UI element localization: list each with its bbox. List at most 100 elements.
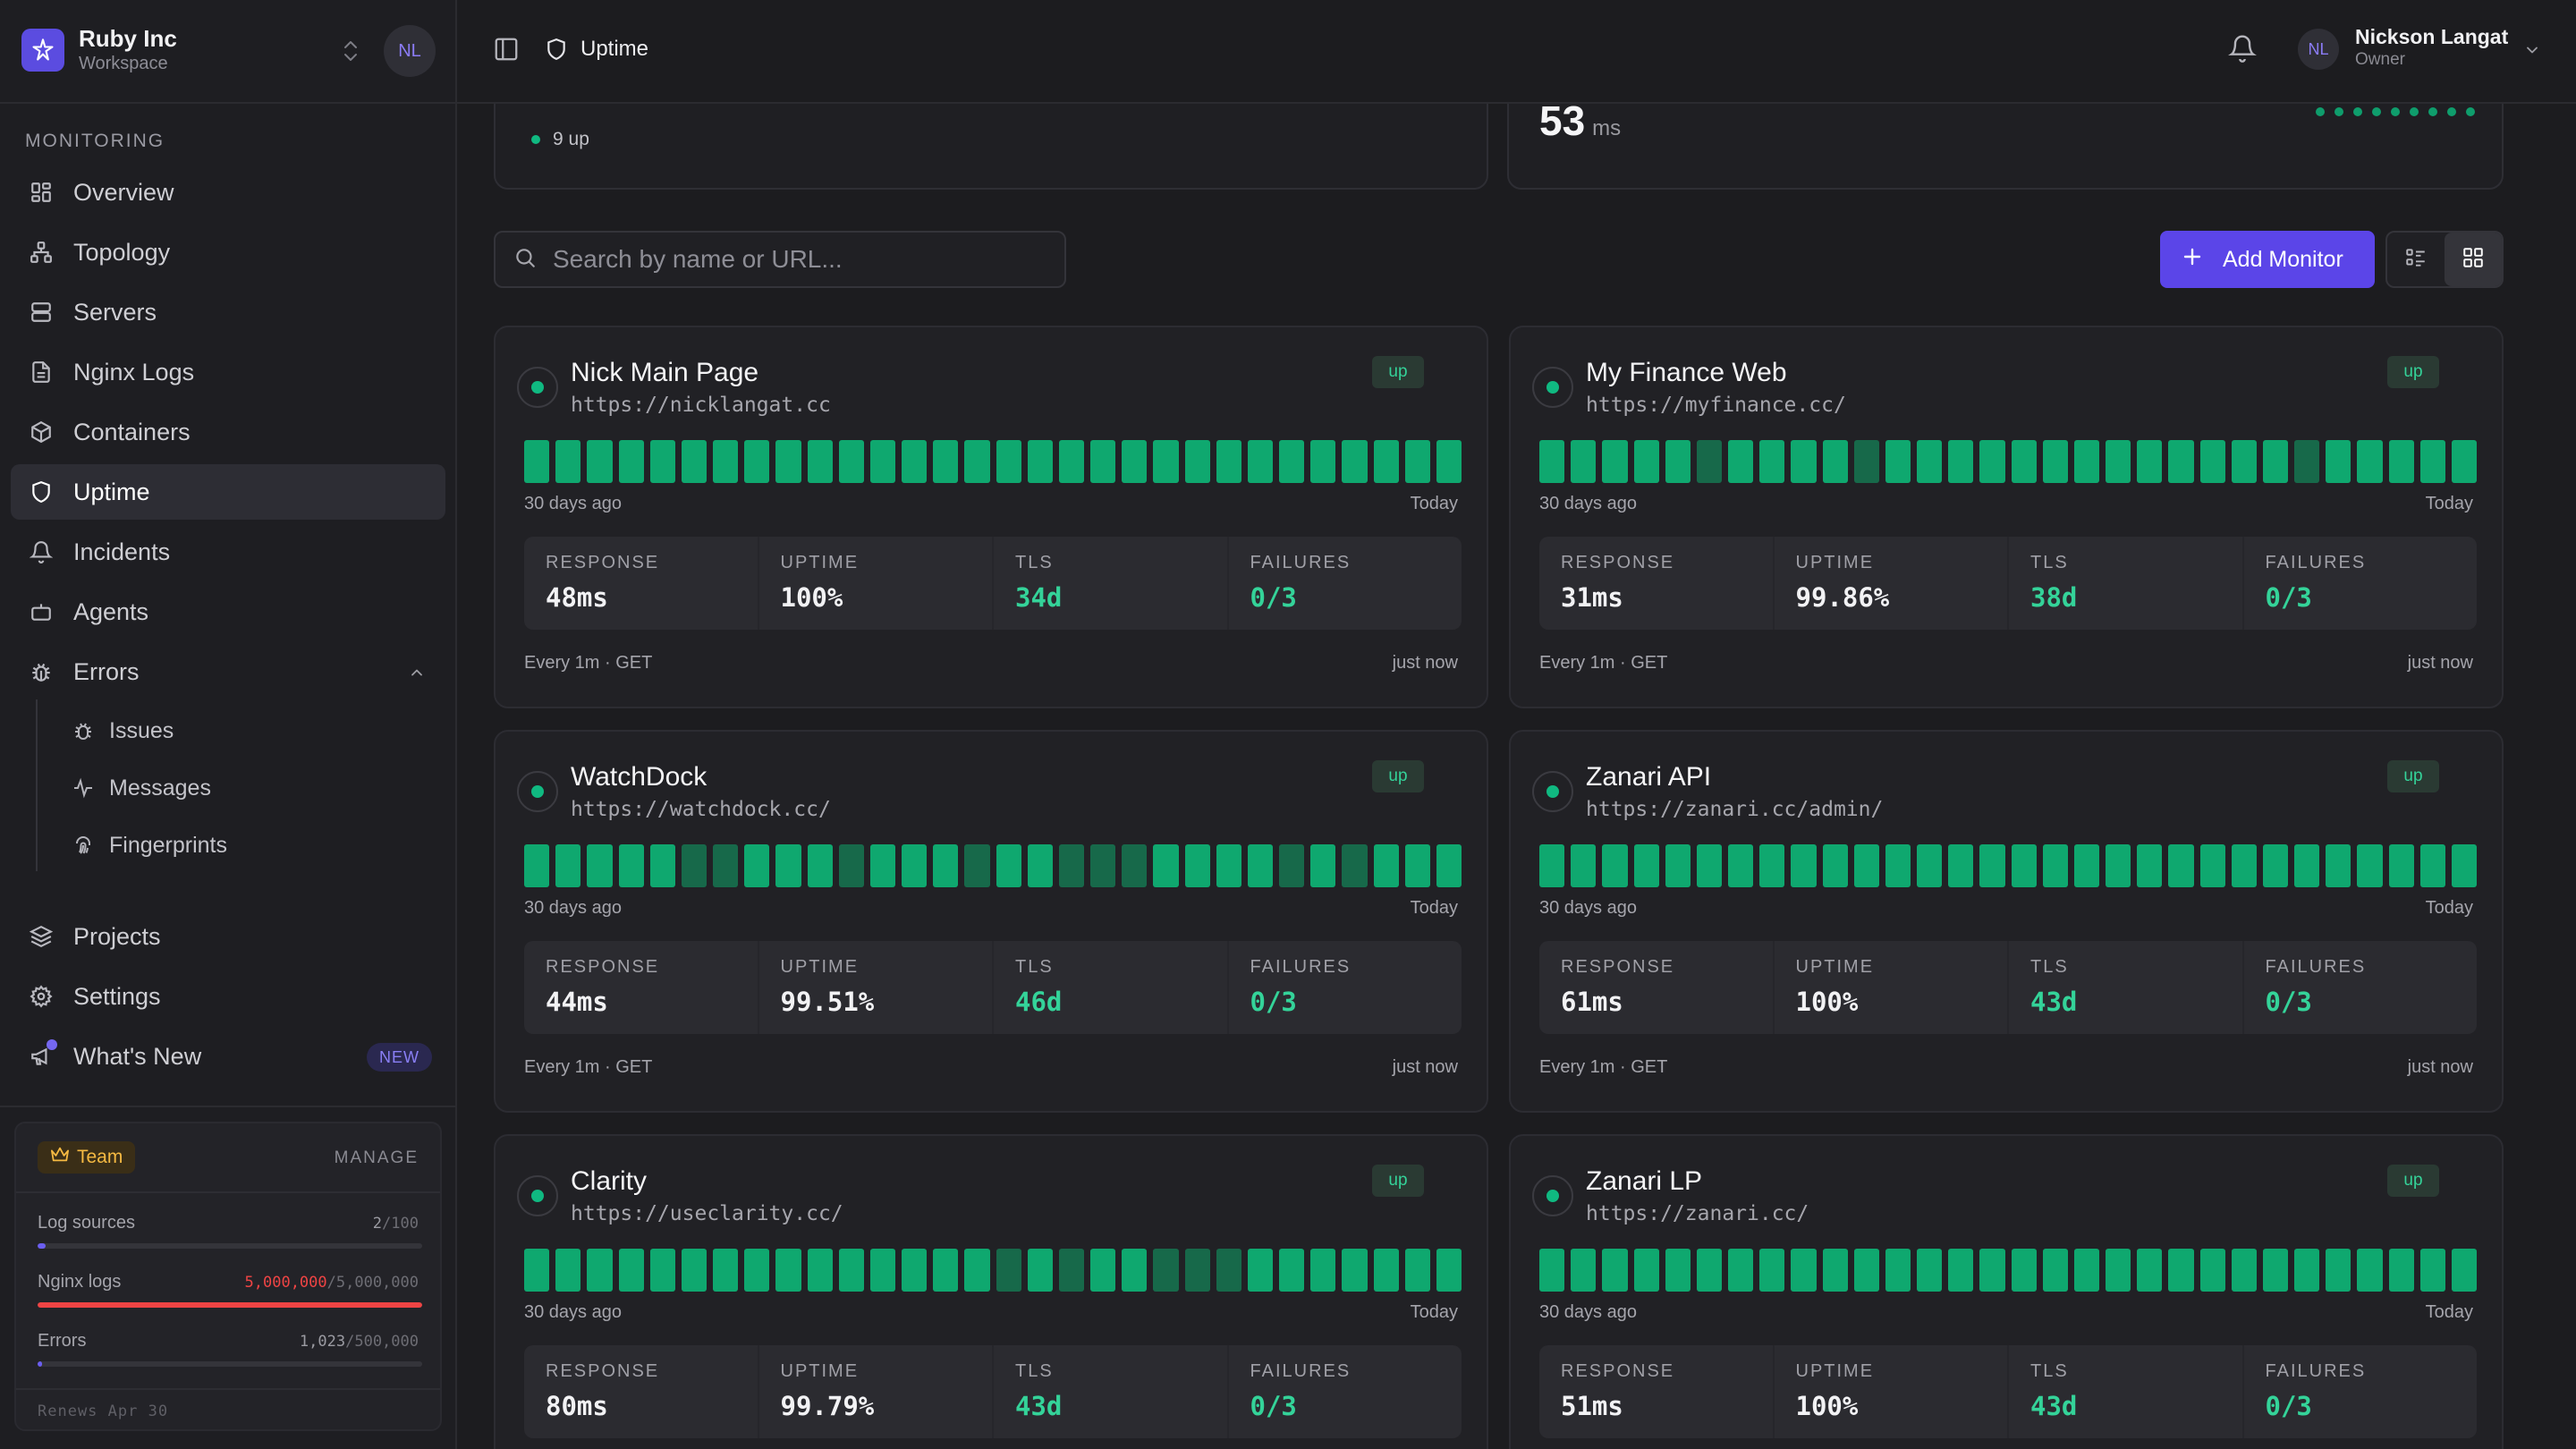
uptime-day-bar[interactable] [1917,440,1943,483]
uptime-day-bar[interactable] [2357,440,2383,483]
uptime-day-bar[interactable] [681,1249,708,1292]
sidebar-item-topology[interactable]: Topology [11,225,445,280]
uptime-day-bar[interactable] [1090,1249,1116,1292]
uptime-day-bar[interactable] [587,1249,613,1292]
uptime-day-bar[interactable] [1979,844,2005,887]
chevrons-up-down-icon[interactable] [340,38,361,64]
grid-view-button[interactable] [2445,233,2502,286]
uptime-day-bar[interactable] [2199,1249,2225,1292]
uptime-day-bar[interactable] [1539,1249,1565,1292]
uptime-day-bar[interactable] [2168,1249,2194,1292]
sidebar-item-settings[interactable]: Settings [11,969,445,1024]
monitor-name[interactable]: My Finance Web [1586,358,1787,387]
uptime-day-bar[interactable] [1728,1249,1754,1292]
uptime-day-bar[interactable] [1216,440,1241,483]
uptime-day-bar[interactable] [1122,844,1148,887]
uptime-day-bar[interactable] [555,440,581,483]
uptime-day-bar[interactable] [1696,1249,1723,1292]
uptime-day-bar[interactable] [2262,1249,2289,1292]
uptime-day-bar[interactable] [1184,440,1210,483]
uptime-day-bar[interactable] [1310,844,1336,887]
uptime-day-bar[interactable] [1279,440,1305,483]
sidebar-subitem-fingerprints[interactable]: Fingerprints [72,823,227,868]
uptime-day-bar[interactable] [2106,844,2131,887]
monitor-card[interactable]: Nick Main Page https://nicklangat.cc up … [494,326,1488,708]
uptime-day-bar[interactable] [1791,440,1817,483]
uptime-day-bar[interactable] [2388,844,2414,887]
add-monitor-button[interactable]: Add Monitor [2160,231,2375,288]
uptime-day-bar[interactable] [902,1249,928,1292]
uptime-day-bar[interactable] [1247,1249,1274,1292]
uptime-day-bar[interactable] [713,844,739,887]
uptime-day-bar[interactable] [2451,1249,2478,1292]
uptime-day-bar[interactable] [1153,1249,1179,1292]
uptime-day-bar[interactable] [587,440,613,483]
uptime-day-bar[interactable] [524,1249,550,1292]
uptime-day-bar[interactable] [1310,1249,1336,1292]
uptime-day-bar[interactable] [2451,844,2478,887]
monitor-name[interactable]: Clarity [571,1166,648,1196]
uptime-day-bar[interactable] [2042,440,2068,483]
uptime-day-bar[interactable] [902,844,928,887]
uptime-day-bar[interactable] [1759,844,1785,887]
manage-link[interactable]: MANAGE [334,1148,419,1167]
uptime-day-bar[interactable] [2137,440,2163,483]
uptime-day-bar[interactable] [1853,844,1879,887]
uptime-day-bar[interactable] [2294,440,2320,483]
uptime-day-bar[interactable] [902,440,928,483]
uptime-day-bar[interactable] [1759,1249,1785,1292]
uptime-day-bar[interactable] [2388,440,2414,483]
uptime-day-bar[interactable] [2231,1249,2257,1292]
uptime-day-bar[interactable] [1373,440,1399,483]
sidebar-item-overview[interactable]: Overview [11,165,445,220]
uptime-day-bar[interactable] [2168,440,2194,483]
uptime-day-bar[interactable] [1090,844,1116,887]
chevron-up-icon[interactable] [408,664,426,686]
uptime-day-bar[interactable] [1885,1249,1911,1292]
uptime-day-bar[interactable] [1373,844,1399,887]
uptime-day-bar[interactable] [838,440,864,483]
avatar[interactable]: NL [2298,29,2339,70]
uptime-day-bar[interactable] [2168,844,2194,887]
uptime-day-bar[interactable] [1342,1249,1368,1292]
uptime-day-bar[interactable] [2137,844,2163,887]
uptime-day-bar[interactable] [2262,440,2289,483]
uptime-day-bar[interactable] [1602,440,1628,483]
uptime-day-bar[interactable] [744,1249,770,1292]
uptime-day-bar[interactable] [1791,844,1817,887]
uptime-day-bar[interactable] [1373,1249,1399,1292]
uptime-day-bar[interactable] [838,1249,864,1292]
uptime-day-bar[interactable] [1027,844,1053,887]
sidebar-item-incidents[interactable]: Incidents [11,524,445,580]
uptime-day-bar[interactable] [1058,1249,1085,1292]
uptime-day-bar[interactable] [1539,440,1565,483]
monitor-card[interactable]: Zanari API https://zanari.cc/admin/ up 3… [1509,730,2504,1113]
uptime-day-bar[interactable] [1436,844,1462,887]
uptime-day-bar[interactable] [2199,844,2225,887]
uptime-day-bar[interactable] [1571,844,1597,887]
uptime-day-bar[interactable] [744,844,770,887]
sidebar-subitem-issues[interactable]: Issues [72,708,174,753]
uptime-day-bar[interactable] [1184,844,1210,887]
uptime-day-bar[interactable] [2073,1249,2100,1292]
monitor-name[interactable]: Zanari LP [1586,1166,1703,1196]
uptime-day-bar[interactable] [964,440,990,483]
sidebar-item-nginx-logs[interactable]: Nginx Logs [11,344,445,400]
uptime-day-bar[interactable] [933,1249,959,1292]
uptime-day-bar[interactable] [1122,1249,1148,1292]
uptime-day-bar[interactable] [869,440,896,483]
uptime-day-bar[interactable] [1058,440,1085,483]
uptime-day-bar[interactable] [1633,844,1659,887]
uptime-day-bar[interactable] [1310,440,1336,483]
uptime-day-bar[interactable] [1759,440,1785,483]
uptime-day-bar[interactable] [2419,844,2445,887]
uptime-day-bar[interactable] [775,1249,801,1292]
uptime-day-bar[interactable] [2106,1249,2131,1292]
uptime-day-bar[interactable] [524,844,550,887]
uptime-day-bar[interactable] [1885,844,1911,887]
uptime-day-bar[interactable] [1728,440,1754,483]
sidebar-item-errors[interactable]: Errors [11,644,445,699]
uptime-day-bar[interactable] [1822,440,1848,483]
sidebar-item-whats-new[interactable]: What's New [11,1029,445,1084]
uptime-day-bar[interactable] [1279,1249,1305,1292]
